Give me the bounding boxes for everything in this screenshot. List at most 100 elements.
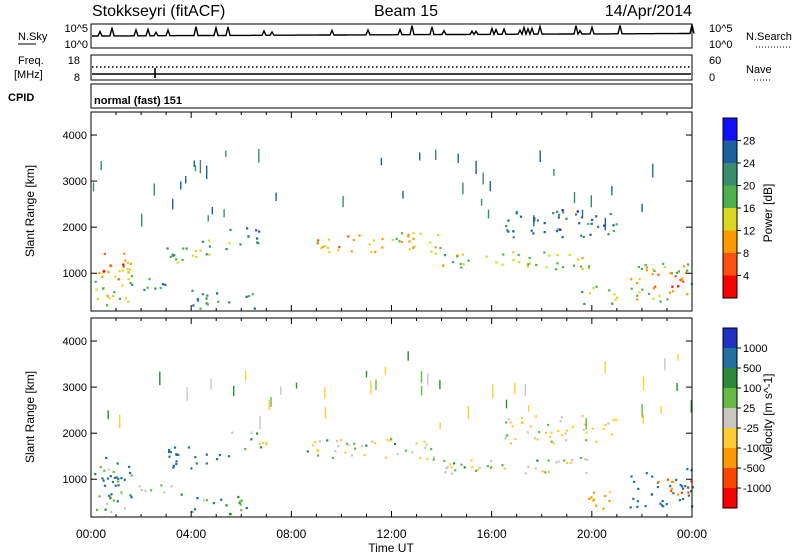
heatmap-cell xyxy=(541,470,544,473)
heatmap-streak xyxy=(462,182,464,195)
heatmap-cell xyxy=(201,240,204,243)
heatmap-cell xyxy=(677,285,680,288)
station-title: Stokkseyri (fitACF) xyxy=(92,3,225,20)
heatmap-cell xyxy=(370,251,373,254)
heatmap-cell xyxy=(110,510,113,513)
heatmap-cell xyxy=(662,505,665,508)
heatmap-cell xyxy=(372,239,376,242)
heatmap-streak xyxy=(475,160,477,175)
heatmap-cell xyxy=(127,300,130,303)
heatmap-cell xyxy=(108,297,111,300)
heatmap-cell xyxy=(557,228,560,231)
heatmap-cell xyxy=(118,297,122,300)
heatmap-cell xyxy=(460,266,463,269)
heatmap-cell xyxy=(265,442,268,445)
heatmap-streak xyxy=(119,414,121,429)
heatmap-cell xyxy=(121,284,124,287)
nsearch-tick-bottom: 10^0 xyxy=(709,39,733,51)
heatmap-cell xyxy=(584,458,587,461)
heatmap-cell xyxy=(240,499,243,502)
heatmap-cell xyxy=(524,472,527,475)
heatmap-cell xyxy=(196,497,199,500)
heatmap-cell xyxy=(187,446,190,449)
heatmap-streak xyxy=(258,149,260,163)
heatmap-cell xyxy=(344,451,347,454)
heatmap-cell xyxy=(180,493,183,496)
heatmap-cell xyxy=(690,480,693,483)
heatmap-cell xyxy=(194,456,197,459)
heatmap-cell xyxy=(238,501,241,504)
heatmap-cell xyxy=(535,263,538,267)
heatmap-cell xyxy=(146,286,149,289)
heatmap-cell xyxy=(161,283,164,286)
heatmap-cell xyxy=(181,258,184,262)
heatmap-cell xyxy=(486,465,489,468)
heatmap-cell xyxy=(557,429,560,432)
heatmap-cell xyxy=(408,240,411,243)
heatmap-cell xyxy=(536,438,539,441)
heatmap-cell xyxy=(130,474,133,477)
heatmap-cell xyxy=(669,271,672,275)
heatmap-cell xyxy=(561,209,564,212)
heatmap-cell xyxy=(258,442,261,445)
heatmap-cell xyxy=(205,302,208,305)
heatmap-cell xyxy=(129,262,132,265)
heatmap-streak xyxy=(92,182,95,192)
heatmap-cell xyxy=(122,263,125,266)
heatmap-cell xyxy=(520,421,523,424)
heatmap-cell xyxy=(650,493,654,496)
colorbar-tick-label: -25 xyxy=(743,423,759,435)
heatmap-cell xyxy=(509,421,512,424)
heatmap-cell xyxy=(575,213,578,216)
heatmap-cell xyxy=(123,507,126,510)
heatmap-cell xyxy=(352,238,355,242)
x-tick-labels: 00:00 04:00 08:00 12:00 16:00 20:00 00:00 xyxy=(76,527,707,541)
nsearch-label: N.Search xyxy=(746,31,792,43)
heatmap-cell xyxy=(612,419,615,422)
heatmap-cell xyxy=(595,215,598,218)
heatmap-cell xyxy=(437,234,440,237)
heatmap-cell xyxy=(320,247,323,250)
heatmap-cell xyxy=(169,451,172,454)
heatmap-cell xyxy=(608,500,611,503)
heatmap-cell xyxy=(191,510,194,513)
heatmap-cell xyxy=(583,423,587,426)
heatmap-cell xyxy=(398,240,401,243)
colorbar-segment xyxy=(723,208,737,231)
heatmap-cell xyxy=(237,495,240,499)
heatmap-cell xyxy=(587,267,590,270)
heatmap-cell xyxy=(652,287,655,290)
heatmap-cell xyxy=(511,425,514,428)
heatmap-cell xyxy=(561,236,564,239)
power-colorbar-label: Power [dB] xyxy=(761,184,775,243)
heatmap-cell xyxy=(105,304,109,307)
heatmap-streak xyxy=(384,366,387,375)
heatmap-cell xyxy=(239,500,242,503)
heatmap-cell xyxy=(444,471,447,474)
heatmap-cell xyxy=(326,246,330,249)
heatmap-cell xyxy=(505,421,508,424)
heatmap-cell xyxy=(580,234,583,237)
heatmap-streak xyxy=(435,149,437,161)
heatmap-streak xyxy=(270,397,272,407)
heatmap-cell xyxy=(614,418,617,421)
heatmap-streak xyxy=(342,196,344,208)
heatmap-cell xyxy=(512,251,515,254)
y-tick-label: 4000 xyxy=(63,336,87,348)
colorbar-tick-label: -500 xyxy=(743,463,765,475)
heatmap-cell xyxy=(227,455,231,458)
heatmap-cell xyxy=(515,210,518,214)
heatmap-cell xyxy=(536,459,539,462)
heatmap-streak xyxy=(275,192,277,202)
heatmap-streak xyxy=(370,380,372,395)
y-tick-label: 1000 xyxy=(63,474,87,486)
heatmap-streak xyxy=(641,203,643,212)
heatmap-cell xyxy=(607,422,610,425)
nsearch-tick-top: 10^5 xyxy=(709,23,733,35)
heatmap-streak xyxy=(244,371,247,381)
heatmap-cell xyxy=(529,425,532,428)
heatmap-streak xyxy=(505,399,508,409)
heatmap-cell xyxy=(595,440,598,443)
heatmap-cell xyxy=(391,238,394,242)
heatmap-cell xyxy=(690,490,693,493)
